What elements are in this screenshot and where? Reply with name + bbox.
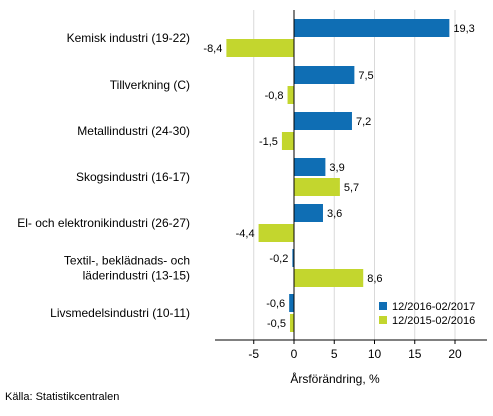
- bar: [292, 249, 294, 267]
- data-label: -0,6: [266, 298, 285, 310]
- data-label: 5,7: [344, 182, 359, 194]
- bar: [294, 66, 355, 84]
- legend-label: 12/2015-02/2016: [392, 315, 475, 327]
- x-tick-label: 0: [291, 347, 298, 361]
- category-label: Textil-, beklädnads- och: [64, 254, 190, 268]
- source-note: Källa: Statistikcentralen: [5, 391, 120, 403]
- x-tick-label: -5: [248, 347, 259, 361]
- x-tick-label: 15: [408, 347, 422, 361]
- category-label: Kemisk industri (19-22): [67, 31, 190, 45]
- data-label: -0,8: [265, 90, 284, 102]
- bar: [226, 39, 294, 57]
- bar: [294, 178, 340, 196]
- bar: [258, 224, 294, 242]
- x-axis-label: Årsförändring, %: [290, 371, 380, 386]
- category-label: Skogsindustri (16-17): [76, 170, 190, 184]
- category-label: Metallindustri (24-30): [77, 124, 190, 138]
- data-label: 7,2: [356, 116, 371, 128]
- bar: [294, 269, 364, 287]
- category-label: läderindustri (13-15): [83, 269, 190, 283]
- bar: [294, 112, 352, 130]
- category-label: El- och elektronikindustri (26-27): [17, 216, 190, 230]
- data-label: -8,4: [203, 43, 222, 55]
- x-tick-label: 20: [448, 347, 462, 361]
- axes: [215, 10, 487, 344]
- data-label: -1,5: [259, 136, 278, 148]
- category-label: Tillverkning (C): [110, 78, 190, 92]
- grid-lines: [253, 10, 456, 340]
- data-label: -0,2: [269, 253, 288, 265]
- bars: [226, 19, 450, 332]
- data-label: 8,6: [367, 273, 382, 285]
- bar: [294, 204, 323, 222]
- category-label: Livsmedelsindustri (10-11): [50, 306, 190, 320]
- data-label: -0,5: [267, 318, 286, 330]
- labels: 19,3 7,5 7,2 3,9 3,6 -0,2 -0,6 -8,4 -0,8 -1,5 5,7 -…: [17, 23, 475, 386]
- data-label: 7,5: [358, 70, 373, 82]
- data-label: 3,6: [327, 208, 342, 220]
- x-tick-label: 5: [331, 347, 338, 361]
- bar: [289, 314, 294, 332]
- bar: [289, 294, 294, 312]
- legend-swatch: [379, 316, 387, 324]
- x-tick-label: 10: [368, 347, 382, 361]
- data-label: 19,3: [453, 23, 474, 35]
- data-label: -4,4: [236, 228, 255, 240]
- bar: [294, 19, 450, 37]
- data-label: 3,9: [329, 162, 344, 174]
- bar: [294, 158, 326, 176]
- legend-swatch: [379, 302, 387, 310]
- bar: [287, 86, 294, 104]
- legend: 12/2016-02/2017 12/2015-02/2016: [379, 301, 475, 327]
- legend-label: 12/2016-02/2017: [392, 301, 475, 313]
- bar: [281, 132, 294, 150]
